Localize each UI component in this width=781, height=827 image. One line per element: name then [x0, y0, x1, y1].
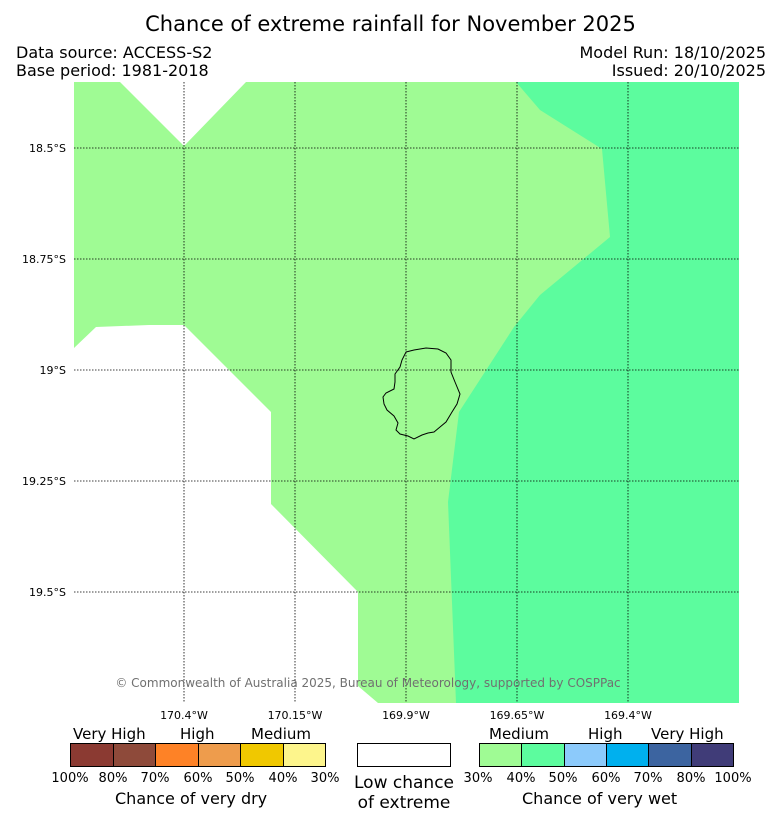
lon-label: 169.9°W [382, 709, 430, 722]
wet-swatch-1 [522, 744, 565, 766]
dry-tick: 30% [310, 771, 340, 786]
wet-tick: 100% [714, 771, 752, 786]
map-title: Chance of extreme rainfall for November … [145, 12, 636, 36]
wet-tick: 40% [506, 771, 536, 786]
dry-level-medium: Medium [251, 725, 311, 743]
copyright-notice: © Commonwealth of Australia 2025, Bureau… [115, 676, 621, 690]
dry-swatch-3 [198, 744, 241, 766]
wet-swatch-5 [691, 744, 733, 766]
wet-tick: 70% [633, 771, 663, 786]
wet-colorbar [479, 743, 734, 767]
wet-medium-high-region [448, 82, 739, 703]
lon-label: 169.4°W [604, 709, 652, 722]
wet-swatch-4 [649, 744, 692, 766]
dry-swatch-0 [71, 744, 114, 766]
issued-label: Issued: 20/10/2025 [611, 61, 766, 80]
dry-tick: 70% [140, 771, 170, 786]
lat-label: 19.25°S [22, 475, 66, 488]
low-chance-line2: of extreme [357, 793, 451, 813]
island-outline [382, 347, 461, 440]
wet-tick: 50% [548, 771, 578, 786]
wet-swatch-2 [564, 744, 607, 766]
data-info: Data source: ACCESS-S2 Base period: 1981… [16, 44, 212, 80]
gridlines [74, 82, 739, 703]
wet-caption: Chance of very wet [522, 789, 678, 808]
dry-tick: 80% [98, 771, 128, 786]
low-chance-caption: Low chance of extreme [340, 773, 468, 813]
dry-swatch-5 [283, 744, 325, 766]
dry-colorbar [70, 743, 326, 767]
run-info: Model Run: 18/10/2025 Issued: 20/10/2025 [580, 44, 767, 80]
data-source-label: Data source: ACCESS-S2 [16, 43, 213, 62]
lat-label: 19°S [39, 364, 66, 377]
lon-label: 170.15°W [267, 709, 323, 722]
dry-swatch-1 [113, 744, 156, 766]
wet-level-very-high: Very High [651, 725, 724, 743]
dry-swatch-2 [156, 744, 199, 766]
dry-tick: 40% [268, 771, 298, 786]
rainfall-map [74, 82, 739, 703]
low-chance-line1: Low chance [354, 773, 454, 793]
wet-level-medium: Medium [489, 725, 549, 743]
dry-tick: 60% [183, 771, 213, 786]
lat-label: 19.5°S [29, 586, 66, 599]
wet-level-high: High [588, 725, 623, 743]
wet-swatch-3 [606, 744, 650, 766]
lat-label: 18.5°S [29, 142, 66, 155]
dry-level-high: High [180, 725, 215, 743]
lon-label: 170.4°W [160, 709, 208, 722]
dry-tick: 100% [51, 771, 89, 786]
base-period-label: Base period: 1981-2018 [16, 61, 209, 80]
lon-label: 169.65°W [489, 709, 545, 722]
dry-level-very-high: Very High [73, 725, 146, 743]
dry-swatch-4 [241, 744, 284, 766]
dry-caption: Chance of very dry [115, 789, 268, 808]
lat-label: 18.75°S [22, 253, 66, 266]
wet-tick: 80% [676, 771, 706, 786]
model-run-label: Model Run: 18/10/2025 [579, 43, 767, 62]
wet-tick: 60% [591, 771, 621, 786]
low-chance-swatch [357, 743, 451, 767]
wet-swatch-0 [480, 744, 523, 766]
wet-tick: 30% [463, 771, 493, 786]
dry-tick: 50% [225, 771, 255, 786]
